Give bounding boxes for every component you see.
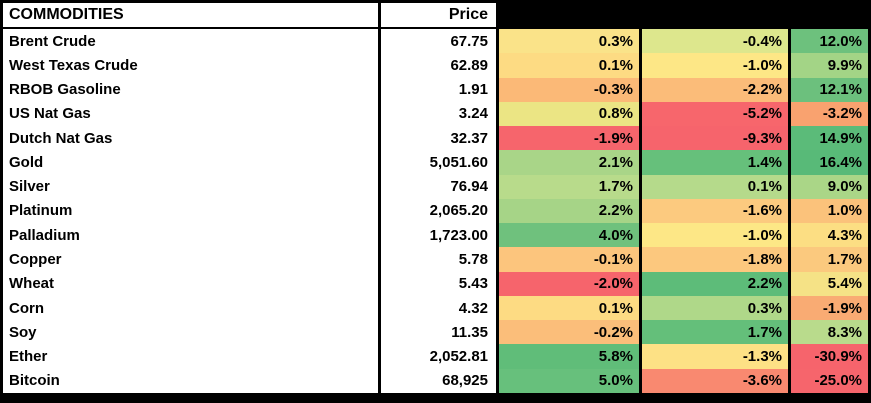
change-cell-3: 14.9% — [791, 126, 868, 151]
change-cell-3: 9.0% — [791, 174, 868, 199]
change-cell-1: 5.0% — [499, 368, 639, 393]
commodity-name-cell: Brent Crude — [3, 29, 378, 54]
change-cell-1: 0.1% — [499, 53, 639, 78]
change-cell-2: 1.4% — [642, 150, 788, 175]
price-cell: 68,925 — [381, 368, 496, 393]
change-cell-1: -0.3% — [499, 77, 639, 102]
commodity-name-cell: Dutch Nat Gas — [3, 126, 378, 151]
change-cell-1: -0.1% — [499, 247, 639, 272]
change-cell-2: 0.1% — [642, 174, 788, 199]
price-cell: 4.32 — [381, 295, 496, 321]
commodity-name-cell: RBOB Gasoline — [3, 77, 378, 102]
column-header-change-3 — [791, 3, 868, 29]
change-cell-1: 0.3% — [499, 29, 639, 54]
commodity-name-cell: Silver — [3, 174, 378, 199]
commodity-name-cell: Soy — [3, 320, 378, 345]
table-grid: COMMODITIES Price Brent Crude 67.75 0.3%… — [3, 3, 868, 393]
price-cell: 5.43 — [381, 271, 496, 296]
price-cell: 3.24 — [381, 101, 496, 127]
change-cell-3: 12.1% — [791, 77, 868, 102]
commodity-name-cell: Bitcoin — [3, 368, 378, 393]
change-cell-3: 1.0% — [791, 198, 868, 224]
change-cell-1: 1.7% — [499, 174, 639, 199]
change-cell-2: -0.4% — [642, 29, 788, 54]
change-cell-3: 16.4% — [791, 150, 868, 175]
commodity-name-cell: Wheat — [3, 271, 378, 296]
change-cell-3: 8.3% — [791, 320, 868, 345]
change-cell-2: -1.3% — [642, 344, 788, 369]
change-cell-1: 5.8% — [499, 344, 639, 369]
price-cell: 62.89 — [381, 53, 496, 78]
change-cell-1: -0.2% — [499, 320, 639, 345]
change-cell-2: -2.2% — [642, 77, 788, 102]
change-cell-2: 2.2% — [642, 271, 788, 296]
commodity-name-cell: Gold — [3, 150, 378, 175]
change-cell-3: -30.9% — [791, 344, 868, 369]
change-cell-2: -1.0% — [642, 53, 788, 78]
price-cell: 32.37 — [381, 126, 496, 151]
commodity-name-cell: Platinum — [3, 198, 378, 224]
change-cell-3: 4.3% — [791, 223, 868, 248]
change-cell-1: 4.0% — [499, 223, 639, 248]
change-cell-1: -1.9% — [499, 126, 639, 151]
change-cell-3: 12.0% — [791, 29, 868, 54]
price-cell: 1.91 — [381, 77, 496, 102]
change-cell-2: 0.3% — [642, 295, 788, 321]
price-cell: 2,065.20 — [381, 198, 496, 224]
change-cell-3: 1.7% — [791, 247, 868, 272]
change-cell-1: 0.1% — [499, 295, 639, 321]
change-cell-2: -1.6% — [642, 198, 788, 224]
change-cell-1: -2.0% — [499, 271, 639, 296]
price-cell: 2,052.81 — [381, 344, 496, 369]
change-cell-3: 5.4% — [791, 271, 868, 296]
change-cell-3: -1.9% — [791, 295, 868, 321]
column-header-change-1 — [499, 3, 639, 29]
change-cell-3: -25.0% — [791, 368, 868, 393]
commodity-name-cell: Palladium — [3, 223, 378, 248]
commodity-name-cell: US Nat Gas — [3, 101, 378, 127]
commodity-name-cell: Corn — [3, 295, 378, 321]
column-header-change-2 — [642, 3, 788, 29]
commodity-name-cell: Ether — [3, 344, 378, 369]
price-cell: 5.78 — [381, 247, 496, 272]
change-cell-2: -1.0% — [642, 223, 788, 248]
change-cell-2: -5.2% — [642, 101, 788, 127]
column-header-commodities: COMMODITIES — [3, 3, 378, 29]
change-cell-2: -9.3% — [642, 126, 788, 151]
price-cell: 1,723.00 — [381, 223, 496, 248]
price-cell: 76.94 — [381, 174, 496, 199]
change-cell-2: -3.6% — [642, 368, 788, 393]
change-cell-1: 2.2% — [499, 198, 639, 224]
price-cell: 11.35 — [381, 320, 496, 345]
price-cell: 5,051.60 — [381, 150, 496, 175]
column-header-price: Price — [381, 3, 496, 29]
price-cell: 67.75 — [381, 29, 496, 54]
change-cell-1: 2.1% — [499, 150, 639, 175]
change-cell-3: 9.9% — [791, 53, 868, 78]
commodity-name-cell: Copper — [3, 247, 378, 272]
change-cell-2: 1.7% — [642, 320, 788, 345]
commodity-name-cell: West Texas Crude — [3, 53, 378, 78]
change-cell-1: 0.8% — [499, 101, 639, 127]
change-cell-3: -3.2% — [791, 101, 868, 127]
change-cell-2: -1.8% — [642, 247, 788, 272]
